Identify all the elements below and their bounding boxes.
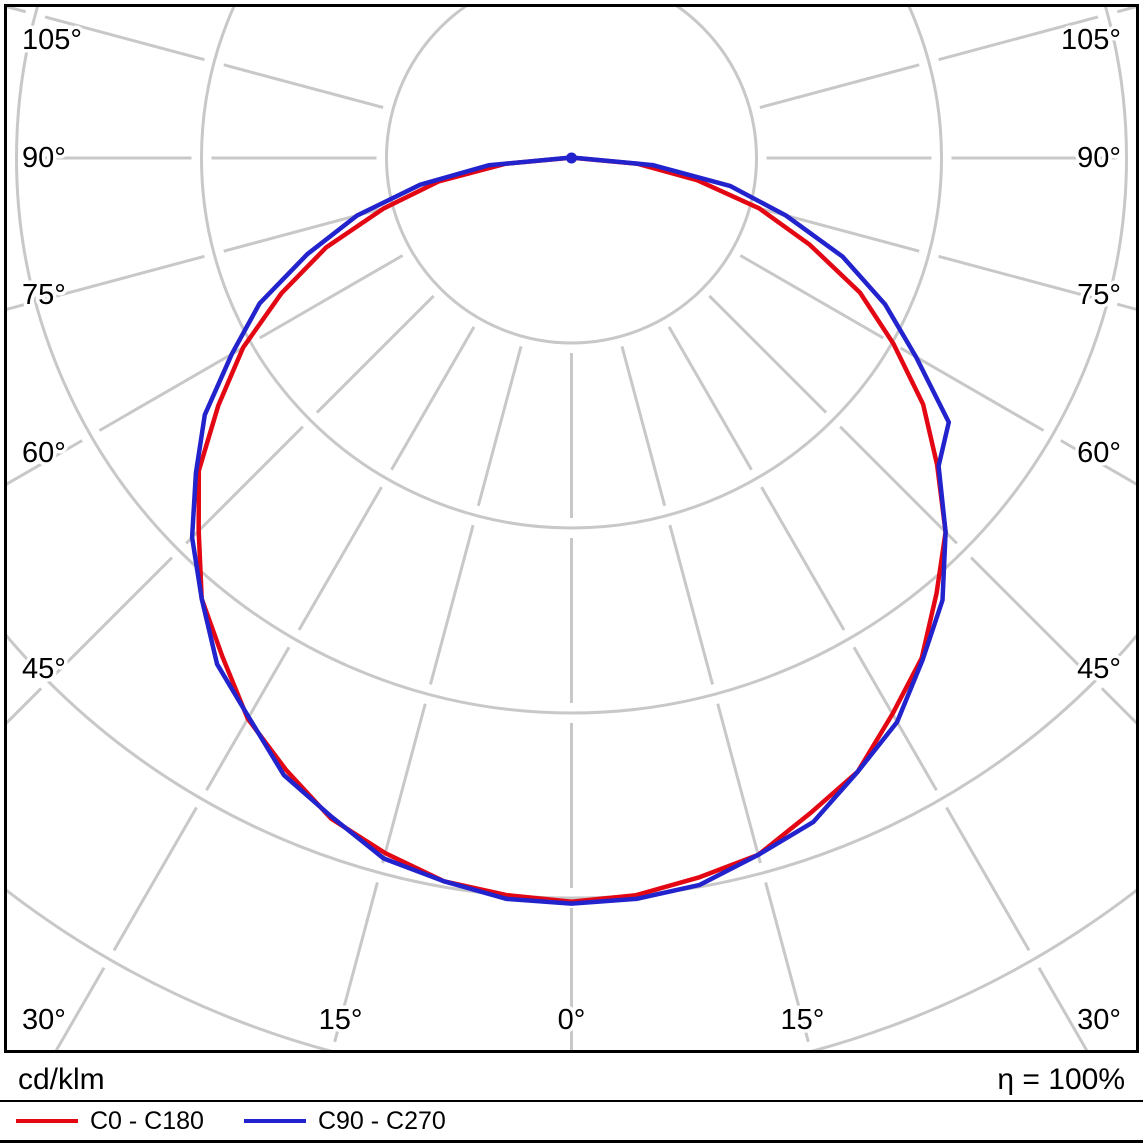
- grid-radial--45deg: [315, 294, 435, 414]
- angle-label-105°: 105°: [22, 24, 82, 56]
- grid-radial-45deg: [708, 294, 828, 414]
- grid-radial-75deg: [938, 254, 1099, 301]
- grid-radial-30deg: [852, 646, 938, 791]
- grid-radial-60deg: [739, 254, 885, 340]
- angle-label-75°: 75°: [22, 279, 66, 311]
- grid-radial-60deg: [899, 346, 1045, 432]
- efficiency-label: η = 100%: [997, 1063, 1125, 1096]
- plot-border: [4, 4, 1139, 1053]
- grid-radial-75deg: [1116, 302, 1136, 311]
- legend-swatch-c90-c270: [243, 1119, 306, 1123]
- angle-label-90°: 90°: [22, 142, 66, 174]
- grid-ring-4: [7, 633, 1136, 900]
- grid-ring-1: [385, 7, 758, 345]
- legend-item-c0-c180: C0 - C180: [16, 1107, 204, 1136]
- curve-origin-dot: [566, 152, 577, 164]
- angle-label-30°: 30°: [1077, 1004, 1121, 1036]
- legend-swatch-c0-c180: [16, 1119, 78, 1123]
- angle-label-75°: 75°: [1077, 279, 1121, 311]
- grid-radial--30deg: [390, 326, 476, 471]
- legend-item-c90-c270: C90 - C270: [243, 1106, 446, 1136]
- polar-grid: [7, 7, 1136, 1050]
- angle-labels: 105° 105° 90° 90° 75° 75° 60° 60° 45° 45° 30° 30° 15…: [19, 21, 1125, 1040]
- grid-radial--60deg: [98, 346, 244, 432]
- grid-radial-45deg: [969, 556, 1089, 676]
- grid-radial-15deg: [716, 703, 762, 864]
- grid-radial--105deg: [44, 15, 205, 62]
- grid-radial-45deg: [1100, 687, 1136, 725]
- grid-radial--30deg: [54, 966, 106, 1050]
- grid-radial-30deg: [667, 326, 753, 471]
- angle-label-0°: 0°: [558, 1004, 586, 1036]
- grid-radial--105deg: [223, 63, 384, 109]
- angle-label-45°: 45°: [1077, 653, 1121, 685]
- grid-ring-2: [200, 7, 943, 530]
- grid-radial--15deg: [428, 524, 475, 685]
- angle-label-15°: 15°: [781, 1004, 825, 1036]
- grid-radial-30deg: [945, 806, 1031, 952]
- grid-radial--45deg: [54, 556, 174, 676]
- grid-radial-15deg: [620, 345, 667, 507]
- angle-label-45°: 45°: [22, 653, 66, 685]
- grid-radial-45deg: [839, 425, 958, 545]
- legend: C0 - C180 C90 - C270: [0, 1102, 1143, 1143]
- grid-radial--15deg: [381, 703, 427, 864]
- angle-label-15°: 15°: [319, 1004, 363, 1036]
- legend-label-c90-c270: C90 - C270: [317, 1106, 446, 1135]
- angle-label-105°: 105°: [1061, 24, 1121, 56]
- grid-radial--30deg: [112, 806, 198, 952]
- grid-radial-15deg: [764, 882, 810, 1043]
- grid-radial--15deg: [476, 345, 523, 507]
- grid-radial--15deg: [333, 882, 379, 1043]
- grid-radial-105deg: [759, 63, 920, 109]
- grid-radial-30deg: [760, 486, 846, 631]
- angle-label-30°: 30°: [22, 1004, 66, 1036]
- units-label: cd/klm: [18, 1063, 105, 1096]
- angle-label-60°: 60°: [1077, 437, 1121, 469]
- curve-c90-c270: [189, 155, 952, 906]
- grid-radial--60deg: [258, 254, 404, 340]
- grid-radial--45deg: [185, 425, 304, 545]
- grid-radial--75deg: [44, 254, 205, 301]
- grid-ring-3: [15, 7, 1128, 715]
- grid-radial-15deg: [668, 524, 715, 685]
- grid-radial-30deg: [1037, 966, 1089, 1050]
- legend-label-c0-c180: C0 - C180: [90, 1106, 204, 1135]
- chart-footer-row: cd/klm η = 100%: [0, 1060, 1143, 1102]
- grid-radial--45deg: [7, 687, 43, 725]
- grid-radial--60deg: [7, 439, 83, 486]
- polar-diagram: 105° 105° 90° 90° 75° 75° 60° 60° 45° 45° 30° 30° 15…: [4, 4, 1139, 1053]
- angle-label-60°: 60°: [22, 437, 66, 469]
- grid-radial-60deg: [1060, 439, 1136, 486]
- grid-radial-105deg: [938, 15, 1099, 62]
- grid-radial--30deg: [297, 486, 383, 631]
- angle-label-90°: 90°: [1077, 142, 1121, 174]
